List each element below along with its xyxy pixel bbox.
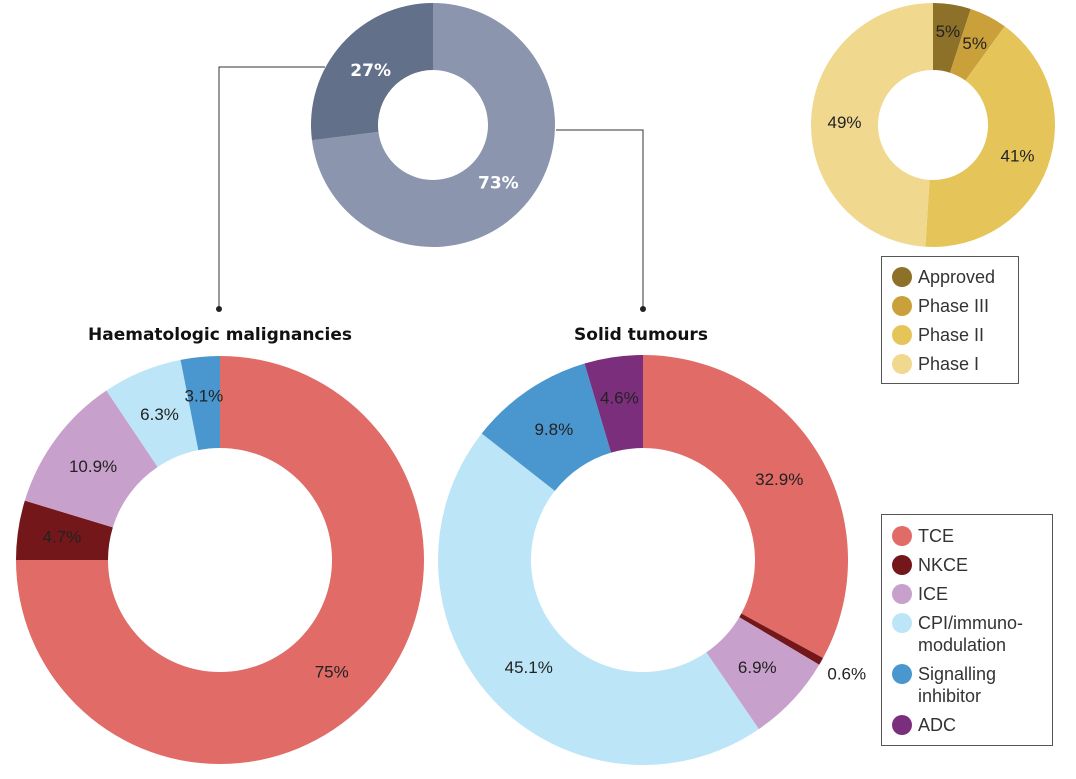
legend-swatch bbox=[892, 267, 912, 287]
slice-ice bbox=[706, 617, 820, 730]
legend-label: ADC bbox=[918, 715, 956, 735]
legend-swatch bbox=[892, 555, 912, 575]
data-label-signalling-inhibitor: 9.8% bbox=[534, 420, 573, 439]
donut-haematologic: 75% 4.7% 10.9% 6.3% 3.1% bbox=[16, 356, 424, 764]
slice-tce bbox=[16, 356, 424, 764]
legend-label: ICE bbox=[918, 584, 948, 604]
legend-swatch bbox=[892, 296, 912, 316]
slice-phase-i bbox=[811, 3, 933, 247]
legend-label: Approved bbox=[918, 267, 995, 287]
legend-swatch bbox=[892, 584, 912, 604]
legend-phase: Approved Phase III Phase II Phase I bbox=[881, 256, 1019, 384]
connector-dot bbox=[216, 306, 222, 312]
legend-swatch bbox=[892, 664, 912, 684]
data-label-tce: 32.9% bbox=[755, 470, 803, 489]
legend-swatch bbox=[892, 354, 912, 374]
title-haematologic: Haematologic malignancies bbox=[88, 325, 352, 345]
legend-label: Phase II bbox=[918, 325, 984, 345]
slice-ice bbox=[24, 390, 158, 528]
data-label-nkce: 4.7% bbox=[43, 527, 82, 546]
legend-label: NKCE bbox=[918, 555, 968, 575]
legend-label: TCE bbox=[918, 526, 954, 546]
connector-lines bbox=[216, 66, 646, 312]
slice-approved bbox=[933, 3, 971, 73]
data-label-cpi-immuno-modulation: 6.3% bbox=[140, 405, 179, 424]
data-label-phase-i: 49% bbox=[828, 113, 862, 132]
data-label-approved: 5% bbox=[936, 22, 961, 41]
legend-swatch bbox=[892, 715, 912, 735]
slice-cpi-immuno-modulation bbox=[106, 359, 199, 467]
data-label-ice: 6.9% bbox=[738, 658, 777, 677]
legend-box bbox=[881, 514, 1053, 746]
legend-modality: TCE NKCE ICE CPI/immuno-modulation Signallin… bbox=[881, 514, 1053, 746]
data-label-tce: 75% bbox=[315, 663, 349, 682]
slice-cpi-immuno-modulation bbox=[438, 433, 759, 765]
slice-slice-0 bbox=[311, 3, 555, 247]
connector-solid bbox=[556, 129, 644, 307]
legend-label: Phase III bbox=[918, 296, 989, 316]
data-label-phase-iii: 5% bbox=[962, 34, 987, 53]
donut-overall: 73% 27% bbox=[311, 3, 555, 247]
slice-signalling-inhibitor bbox=[180, 356, 220, 451]
slice-phase-iii bbox=[949, 8, 1005, 81]
legend-label: CPI/immuno- bbox=[918, 613, 1023, 633]
data-label-adc: 4.6% bbox=[600, 389, 639, 408]
slice-slice-1 bbox=[311, 3, 433, 141]
donut-solid: 32.9% 0.6% 6.9% 45.1% 9.8% 4.6% bbox=[438, 355, 866, 765]
slice-adc bbox=[584, 355, 643, 453]
data-label-nkce: 0.6% bbox=[827, 664, 866, 683]
data-label-phase-ii: 41% bbox=[1001, 146, 1035, 165]
legend-swatch bbox=[892, 325, 912, 345]
donut-phase: 5%5% 41% 49% bbox=[811, 3, 1055, 247]
slice-tce bbox=[643, 355, 849, 659]
legend-label: modulation bbox=[918, 635, 1006, 655]
slice-nkce bbox=[739, 613, 824, 665]
legend-label: inhibitor bbox=[918, 686, 981, 706]
data-label-cpi-immuno-modulation: 45.1% bbox=[505, 658, 553, 677]
title-solid: Solid tumours bbox=[574, 325, 708, 345]
legend-swatch bbox=[892, 526, 912, 546]
slice-nkce bbox=[16, 500, 113, 560]
legend-label: Signalling bbox=[918, 664, 996, 684]
legend-label: Phase I bbox=[918, 354, 979, 374]
connector-haematologic bbox=[218, 66, 325, 307]
data-label-ice: 10.9% bbox=[69, 457, 117, 476]
slice-signalling-inhibitor bbox=[481, 363, 612, 491]
data-label-slice-1: 27% bbox=[350, 61, 391, 81]
connector-dot bbox=[640, 306, 646, 312]
data-label-slice-0: 73% bbox=[478, 174, 519, 194]
data-label-signalling-inhibitor: 3.1% bbox=[185, 386, 224, 405]
legend-swatch bbox=[892, 613, 912, 633]
slice-phase-ii bbox=[925, 26, 1055, 247]
